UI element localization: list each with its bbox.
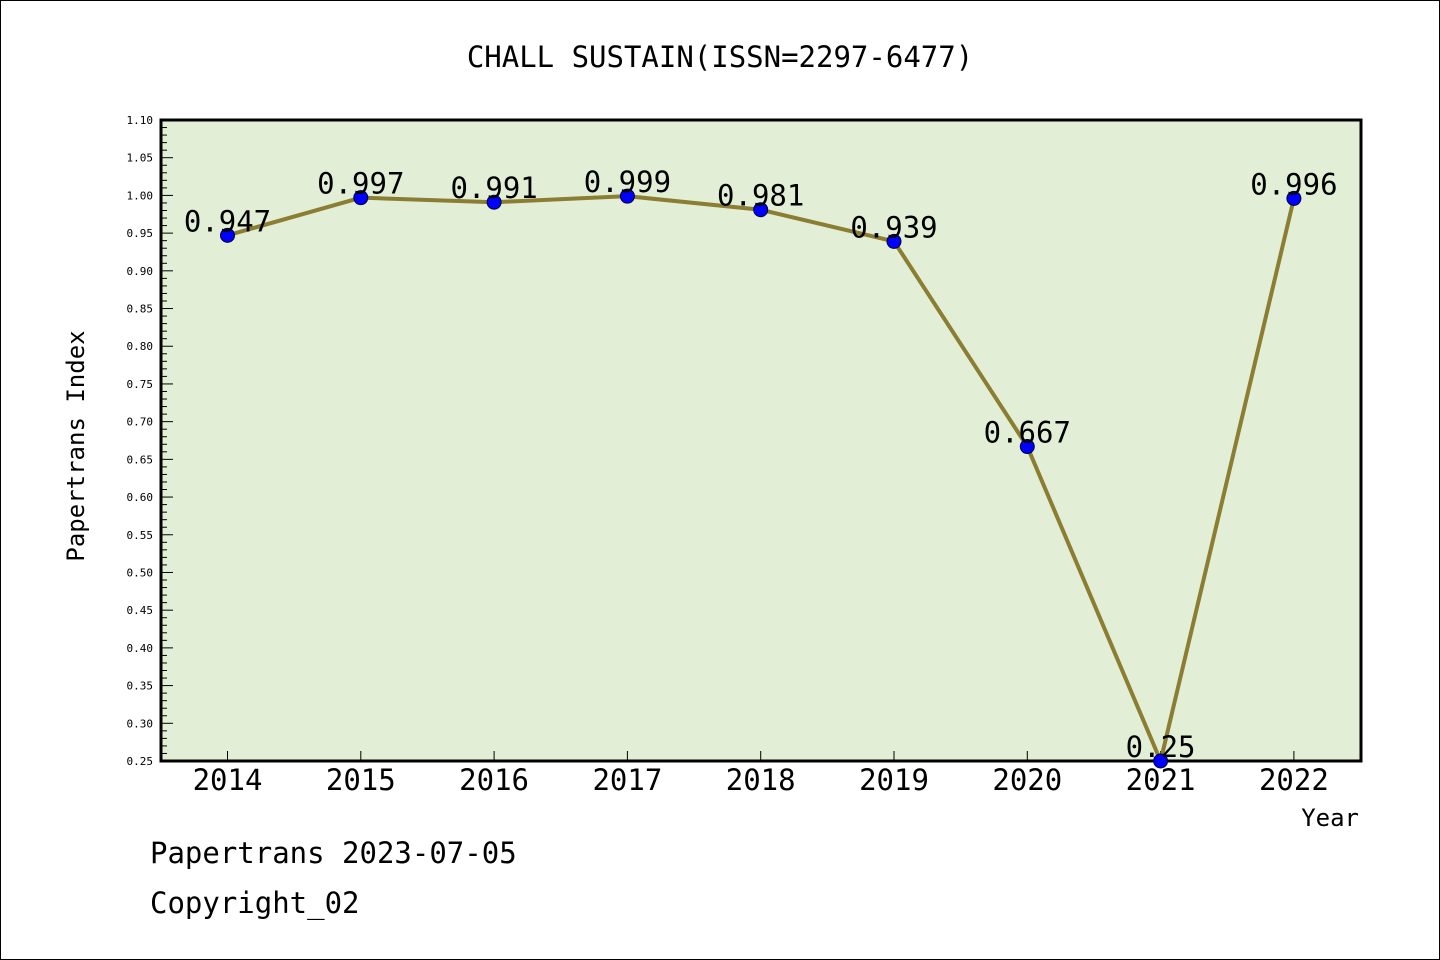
y-tick-label: 0.85 [127,303,154,316]
data-point-marker [1019,439,1035,455]
y-tick-label: 0.75 [127,378,154,391]
x-tick-label: 2016 [459,763,529,797]
data-point-marker [1286,190,1302,206]
data-label: 0.947 [184,204,271,238]
y-tick-label: 0.50 [127,566,154,579]
data-point-marker [1153,753,1169,769]
y-tick-label: 1.00 [127,189,154,202]
y-tick-label: 0.60 [127,491,154,504]
data-label: 0.667 [984,416,1071,450]
y-tick-label: 0.55 [127,529,154,542]
y-tick-label: 0.40 [127,642,154,655]
data-point-marker [220,227,235,243]
y-tick-label: 0.35 [127,680,154,693]
x-tick-label: 2020 [992,763,1062,797]
data-label: 0.991 [450,171,537,205]
data-label: 0.25 [1126,730,1196,764]
data-point-marker [753,202,769,218]
data-label: 0.981 [717,179,804,213]
data-label: 0.996 [1250,167,1337,201]
data-point-marker [619,188,635,204]
y-tick-label: 0.45 [127,604,154,617]
x-tick-label: 2017 [592,763,662,797]
y-tick-label: 1.10 [127,114,154,127]
x-tick-label: 2014 [193,763,263,797]
y-tick-label: 0.70 [127,416,154,429]
y-tick-label: 0.30 [127,717,154,730]
footer-date: Papertrans 2023-07-05 [150,836,517,870]
x-tick-label: 2018 [726,763,796,797]
x-tick-label: 2021 [1126,763,1196,797]
data-label: 0.939 [850,210,937,244]
y-tick-label: 1.05 [127,152,154,165]
y-tick-label: 0.95 [127,227,154,240]
data-label: 0.997 [317,167,404,201]
data-point-marker [886,233,902,249]
y-axis-label: Papertrans Index [62,330,90,561]
y-tick-label: 0.80 [127,340,154,353]
data-point-marker [486,194,502,210]
y-tick-label: 0.90 [127,265,154,278]
x-tick-label: 2015 [326,763,396,797]
y-tick-label: 0.65 [127,453,154,466]
y-tick-label: 0.25 [127,755,154,768]
x-tick-label: 2019 [859,763,929,797]
x-tick-label: 2022 [1259,763,1329,797]
x-axis-label: Year [1301,804,1359,832]
data-label: 0.999 [584,165,671,199]
chart-title: CHALL SUSTAIN(ISSN=2297-6477) [467,40,973,74]
footer-copyright: Copyright_02 [150,886,360,920]
data-point-marker [353,190,369,206]
plot-area [159,118,1363,763]
